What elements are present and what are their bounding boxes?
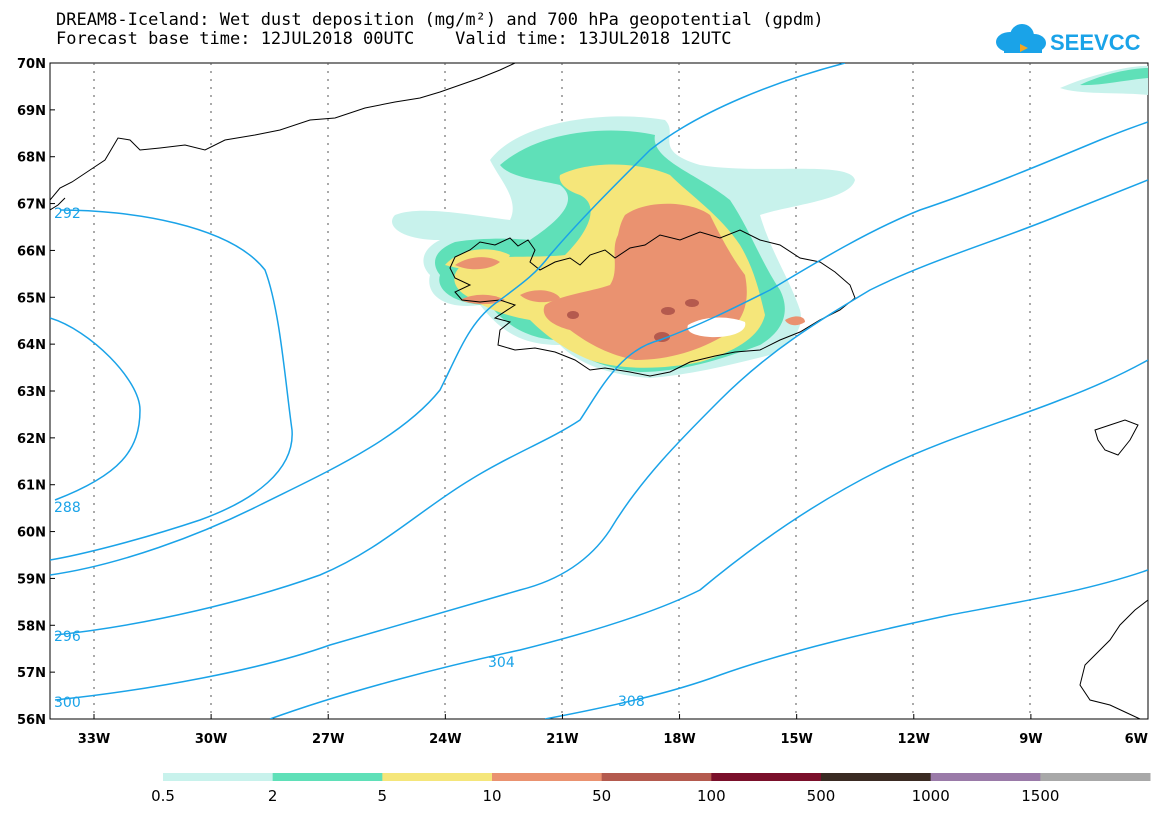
colorbar-swatch [272, 773, 383, 781]
colorbar-label: 2 [268, 787, 278, 805]
colorbar-label: 1500 [1021, 787, 1059, 805]
colorbar-label: 100 [697, 787, 726, 805]
contour-labels: 292 288 296 300 304 308 [54, 206, 645, 711]
colorbar-label: 50 [592, 787, 611, 805]
colorbar-swatch [821, 773, 932, 781]
colorbar-swatch [382, 773, 493, 781]
lon-label: 33W [78, 732, 110, 747]
colorbar-swatch [601, 773, 712, 781]
lat-label: 60N [17, 526, 46, 541]
longitude-axis: 33W 30W 27W 24W 21W 18W 15W 12W 9W 6W [78, 714, 1149, 747]
lat-label: 67N [17, 198, 46, 213]
contour-label: 300 [54, 695, 81, 711]
lat-label: 62N [17, 432, 46, 447]
graticule [93, 63, 1031, 719]
lat-label: 61N [17, 479, 46, 494]
colorbar-swatch [930, 773, 1041, 781]
contour-label: 308 [618, 694, 645, 710]
lat-label: 58N [17, 619, 46, 634]
contour-label: 304 [488, 655, 515, 671]
colorbar-label: 10 [482, 787, 501, 805]
contour-label: 296 [54, 629, 81, 645]
colorbar-swatch [492, 773, 603, 781]
lat-label: 64N [17, 338, 46, 353]
lat-label: 63N [17, 385, 46, 400]
lat-label: 65N [17, 291, 46, 306]
dust-deposition-field [392, 65, 1148, 379]
lon-label: 18W [663, 732, 695, 747]
colorbar-label: 1000 [912, 787, 950, 805]
lat-label: 68N [17, 151, 46, 166]
seevccc-logo: SEEVCCC [996, 24, 1140, 55]
lon-label: 15W [780, 732, 812, 747]
lon-label: 12W [898, 732, 930, 747]
lon-label: 24W [429, 732, 461, 747]
colorbar-swatch [163, 773, 274, 781]
lon-label: 30W [195, 732, 227, 747]
lon-label: 21W [546, 732, 578, 747]
colorbar-swatch [1040, 773, 1151, 781]
latitude-axis: 70N 69N 68N 67N 66N 65N 64N 63N 62N 61N 60N 59N 58N 5… [17, 57, 55, 728]
cloud-icon [996, 24, 1046, 53]
lon-label: 9W [1019, 732, 1042, 747]
contour-label: 288 [54, 500, 81, 516]
lon-label: 6W [1125, 732, 1148, 747]
lon-label: 27W [312, 732, 344, 747]
lat-label: 56N [17, 713, 46, 728]
logo-text: SEEVCCC [1050, 30, 1140, 55]
lat-label: 57N [17, 666, 46, 681]
colorbar: 0.5 2 5 10 50 100 500 1000 1500 [151, 773, 1151, 805]
geopotential-contours [50, 63, 1148, 719]
colorbar-label: 500 [807, 787, 836, 805]
lat-label: 70N [17, 57, 46, 72]
colorbar-swatch [711, 773, 822, 781]
lat-label: 66N [17, 244, 46, 259]
map-subtitle: Forecast base time: 12JUL2018 00UTC Vali… [56, 29, 732, 49]
colorbar-label: 0.5 [151, 787, 175, 805]
colorbar-label: 5 [378, 787, 388, 805]
lat-label: 59N [17, 572, 46, 587]
map-title: DREAM8-Iceland: Wet dust deposition (mg/… [56, 10, 824, 30]
lat-label: 69N [17, 104, 46, 119]
contour-label: 292 [54, 206, 81, 222]
